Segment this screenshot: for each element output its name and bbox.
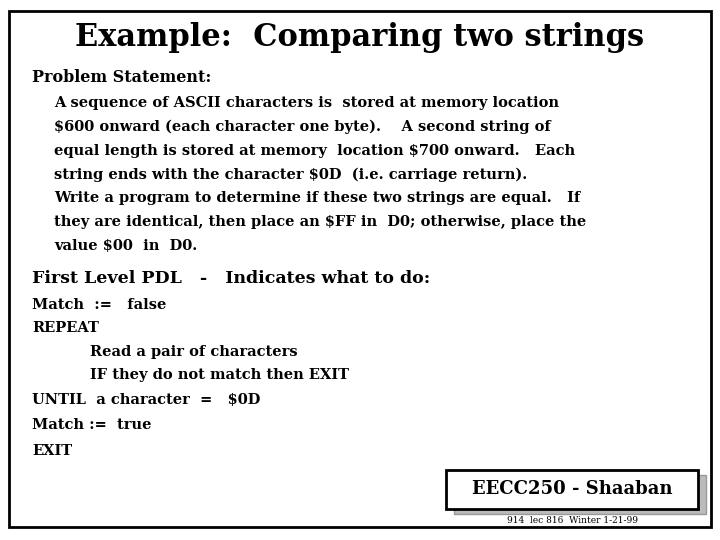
Text: REPEAT: REPEAT — [32, 321, 99, 335]
Text: First Level PDL   -   Indicates what to do:: First Level PDL - Indicates what to do: — [32, 270, 431, 287]
Text: 914  lec 816  Winter 1-21-99: 914 lec 816 Winter 1-21-99 — [507, 516, 638, 525]
Text: Read a pair of characters: Read a pair of characters — [90, 345, 297, 359]
Text: EXIT: EXIT — [32, 444, 73, 458]
Text: $600 onward (each character one byte).    A second string of: $600 onward (each character one byte). A… — [54, 120, 551, 134]
Text: Example:  Comparing two strings: Example: Comparing two strings — [76, 22, 644, 52]
FancyBboxPatch shape — [446, 470, 698, 509]
FancyBboxPatch shape — [9, 11, 711, 526]
Text: Match  :=   false: Match := false — [32, 298, 167, 312]
Text: IF they do not match then EXIT: IF they do not match then EXIT — [90, 368, 349, 382]
Text: EECC250 - Shaaban: EECC250 - Shaaban — [472, 480, 672, 498]
Text: Problem Statement:: Problem Statement: — [32, 69, 212, 86]
FancyBboxPatch shape — [454, 475, 706, 514]
Text: A sequence of ASCII characters is  stored at memory location: A sequence of ASCII characters is stored… — [54, 96, 559, 110]
Text: they are identical, then place an $FF in  D0; otherwise, place the: they are identical, then place an $FF in… — [54, 215, 586, 229]
Text: string ends with the character $0D  (i.e. carriage return).: string ends with the character $0D (i.e.… — [54, 167, 527, 182]
Text: Match :=  true: Match := true — [32, 418, 152, 432]
Text: UNTIL  a character  =   $0D: UNTIL a character = $0D — [32, 393, 261, 407]
Text: equal length is stored at memory  location $700 onward.   Each: equal length is stored at memory locatio… — [54, 144, 575, 158]
Text: value $00  in  D0.: value $00 in D0. — [54, 239, 197, 253]
Text: Write a program to determine if these two strings are equal.   If: Write a program to determine if these tw… — [54, 191, 580, 205]
